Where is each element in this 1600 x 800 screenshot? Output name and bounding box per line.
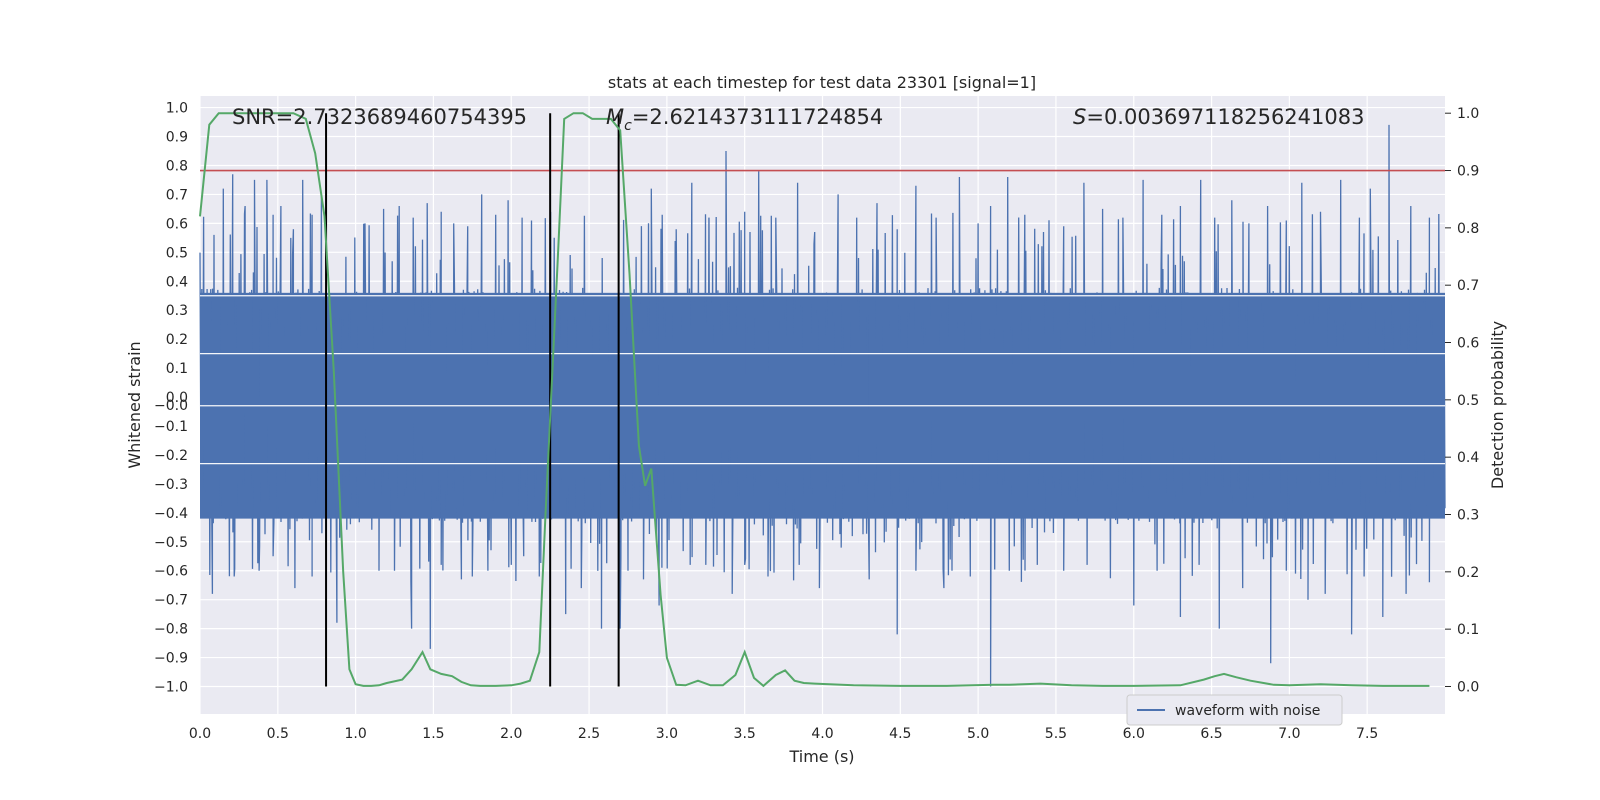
x-tick-label: 3.0 xyxy=(656,726,678,742)
x-tick-label: 5.0 xyxy=(967,726,989,742)
y-tick-label: 0.4 xyxy=(166,274,188,290)
y-tick-label: −0.7 xyxy=(154,593,188,609)
y-tick-label: 1.0 xyxy=(166,101,188,117)
x-tick-label: 6.0 xyxy=(1123,726,1145,742)
x-tick-label: 5.5 xyxy=(1045,726,1067,742)
s-annotation: S=0.003697118256241083 xyxy=(1073,105,1364,129)
x-tick-label: 6.5 xyxy=(1200,726,1222,742)
waveform-line xyxy=(199,124,1446,687)
y-tick-label: −1.0 xyxy=(154,680,188,696)
legend-box xyxy=(1126,694,1343,726)
y-tick-label: −0.1 xyxy=(154,419,188,435)
mc-symbol: M xyxy=(606,105,624,129)
x-tick-label: 2.0 xyxy=(500,726,522,742)
y2-tick-label: 0.0 xyxy=(1457,679,1479,695)
y-tick-label: −0.0 xyxy=(154,398,188,414)
x-axis-label: Time (s) xyxy=(788,747,854,766)
x-tick-label: 3.5 xyxy=(734,726,756,742)
y-tick-label: 0.5 xyxy=(166,245,188,261)
mc-subscript: c xyxy=(624,118,632,134)
x-tick-label: 4.5 xyxy=(889,726,911,742)
mc-annotation: Mc=2.6214373111724854 xyxy=(606,105,883,134)
y2-tick-label: 0.5 xyxy=(1457,393,1479,409)
legend-label: waveform with noise xyxy=(1175,703,1320,719)
snr-annotation: SNR=2.7323689460754395 xyxy=(232,105,527,129)
y2-tick-label: 0.8 xyxy=(1457,221,1479,237)
s-value: =0.003697118256241083 xyxy=(1086,105,1364,129)
x-tick-label: 0.5 xyxy=(267,726,289,742)
y2-tick-label: 0.9 xyxy=(1457,164,1479,180)
y-tick-label: −0.8 xyxy=(154,622,188,638)
y2-axis-label: Detection probability xyxy=(1488,321,1507,489)
y2-tick-label: 0.1 xyxy=(1457,622,1479,638)
y-tick-label: 0.0 xyxy=(166,390,188,406)
y-tick-label: 0.1 xyxy=(166,361,188,377)
y-tick-label: 0.6 xyxy=(166,216,188,232)
mc-value: =2.6214373111724854 xyxy=(632,105,883,129)
y2-tick-label: 1.0 xyxy=(1457,106,1479,122)
s-symbol: S xyxy=(1073,105,1086,129)
y-tick-label: −0.5 xyxy=(154,535,188,551)
y-tick-label: −0.9 xyxy=(154,651,188,667)
y2-tick-label: 0.2 xyxy=(1457,565,1479,581)
y-tick-label: 0.3 xyxy=(166,303,188,319)
y2-tick-label: 0.4 xyxy=(1457,450,1479,466)
y2-tick-label: 0.3 xyxy=(1457,507,1479,523)
x-tick-label: 1.0 xyxy=(344,726,366,742)
chart-title: stats at each timestep for test data 233… xyxy=(608,73,1036,92)
x-tick-label: 0.0 xyxy=(189,726,211,742)
x-tick-label: 7.5 xyxy=(1356,726,1378,742)
x-tick-label: 1.5 xyxy=(422,726,444,742)
y-tick-label: −0.6 xyxy=(154,564,188,580)
y-tick-label: −0.4 xyxy=(154,506,188,522)
x-tick-label: 2.5 xyxy=(578,726,600,742)
y2-tick-label: 0.7 xyxy=(1457,278,1479,294)
legend: waveform with noise xyxy=(1126,694,1343,726)
x-tick-label: 4.0 xyxy=(811,726,833,742)
y2-tick-label: 0.6 xyxy=(1457,336,1479,352)
waveform-series xyxy=(199,124,1446,687)
y-tick-labels: 1.0 0.9 0.8 0.7 0.6 0.5 0.4 0.3 0.2 0.1 0.0−0.0 −0.… xyxy=(154,101,188,696)
y-tick-label: −0.3 xyxy=(154,477,188,493)
y-tick-label: 0.8 xyxy=(166,158,188,174)
probability-series xyxy=(199,112,1430,688)
y-tick-label: 0.9 xyxy=(166,130,188,146)
probability-line xyxy=(199,112,1430,688)
x-tick-labels: 0.0 0.5 1.0 1.5 2.0 2.5 3.0 3.5 4.0 4.5 5.0 5.5 6.0 6… xyxy=(189,726,1378,742)
y-axis-label: Whitened strain xyxy=(125,341,144,468)
x-tick-label: 7.0 xyxy=(1278,726,1300,742)
y2-tick-labels: 1.0 0.9 0.8 0.7 0.6 0.5 0.4 0.3 0.2 0.1 0.0 xyxy=(1445,106,1479,695)
y-tick-label: 0.2 xyxy=(166,332,188,348)
y-tick-label: −0.2 xyxy=(154,448,188,464)
y-tick-label: 0.7 xyxy=(166,187,188,203)
